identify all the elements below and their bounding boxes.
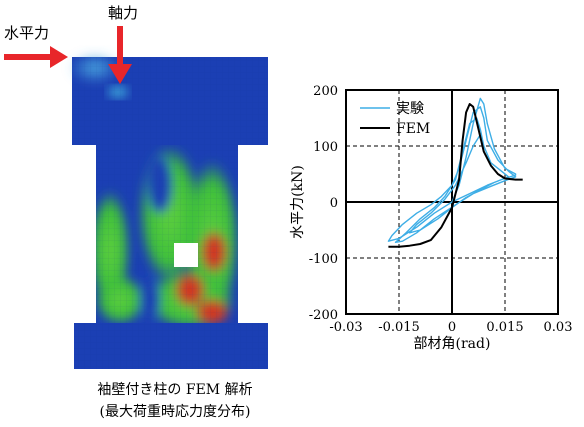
- x-tick-label: -0.03: [329, 320, 362, 335]
- x-tick-label: 0: [448, 320, 456, 335]
- x-tick-label: -0.015: [378, 320, 420, 335]
- top-beam: [69, 52, 268, 145]
- x-tick-label: 0.015: [486, 320, 523, 335]
- horizontal-force-label: 水平力: [4, 24, 50, 42]
- caption-line-1: 袖壁付き柱の FEM 解析: [97, 382, 253, 398]
- x-axis-label: 部材角(rad): [414, 336, 491, 352]
- legend-label-fem: FEM: [396, 121, 430, 137]
- bottom-beam: [74, 323, 268, 369]
- y-tick-label: -200: [309, 308, 338, 323]
- caption-line-2: (最大荷重時応力度分布): [99, 404, 251, 420]
- axial-force-arrow: [108, 26, 132, 84]
- y-tick-label: 100: [313, 140, 338, 155]
- plot-frame: [345, 89, 559, 315]
- wing-wall-column: [96, 145, 238, 323]
- horizontal-force-arrow: [4, 46, 68, 68]
- y-tick-label: 200: [313, 84, 338, 99]
- y-axis-label: 水平力(kN): [290, 165, 306, 239]
- y-tick-label: 0: [330, 196, 338, 211]
- fem-contour-diagram: [4, 26, 268, 369]
- hysteresis-chart: 200 100 0 -100 -200-0.03 -0.015 0 0.015 0.03 部材角(…: [290, 84, 573, 352]
- x-tick-label: 0.03: [544, 320, 573, 335]
- figure-caption: 袖壁付き柱の FEM 解析 (最大荷重時応力度分布): [50, 379, 300, 423]
- axial-force-label: 軸力: [108, 4, 139, 22]
- legend-label-experiment: 実験: [396, 101, 424, 117]
- y-tick-label: -100: [309, 252, 338, 267]
- series-line-fem: [388, 103, 523, 248]
- series-line-experiment: [387, 97, 517, 244]
